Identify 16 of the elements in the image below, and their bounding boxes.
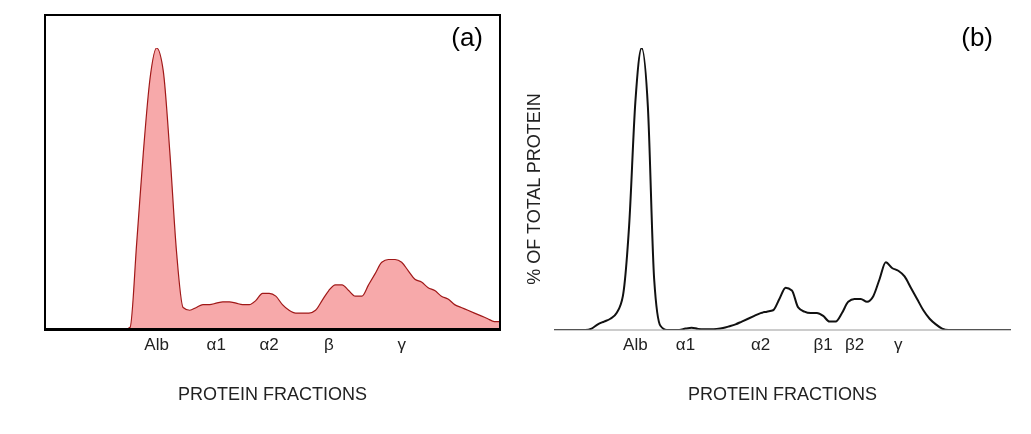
x-tick-label: β2 <box>844 335 865 355</box>
x-tick-label: β1 <box>813 335 833 355</box>
chart-title: (a) <box>451 22 483 53</box>
x-tick-label: Alb <box>623 335 648 355</box>
chart-title: (b) <box>961 22 993 53</box>
x-tick-label: Alb <box>144 335 169 355</box>
y-axis-title: % OF TOTAL PROTEIN <box>523 93 545 285</box>
x-tick-label: γ <box>894 335 904 355</box>
x-axis-title: PROTEIN FRACTIONS <box>177 384 368 405</box>
x-tick-label: γ <box>397 335 407 355</box>
x-tick-label: β <box>323 335 334 355</box>
x-axis-title: PROTEIN FRACTIONS <box>687 384 878 405</box>
x-tick-label: α1 <box>675 335 696 355</box>
x-tick-label: α1 <box>206 335 226 355</box>
x-tick-label: α2 <box>750 335 771 355</box>
x-tick-label: α2 <box>259 335 279 355</box>
